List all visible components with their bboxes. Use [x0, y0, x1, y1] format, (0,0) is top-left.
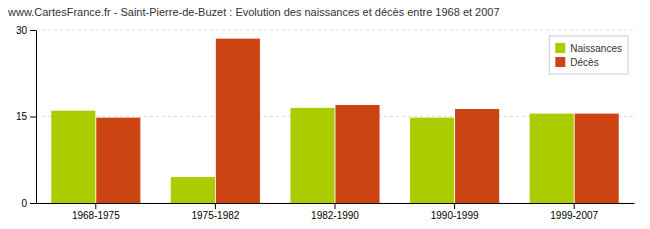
legend: Naissances Décès	[549, 36, 628, 74]
x-tick-label: 1968-1975	[72, 210, 120, 221]
y-tick-mark	[30, 30, 36, 31]
plot: 1968-1975 1975-1982 1982-1990 1990-1999 1999…	[16, 25, 635, 221]
y-tick: 15	[16, 111, 36, 122]
y-tick-label: 15	[16, 111, 28, 122]
y-tick-mark	[30, 117, 36, 118]
bar	[575, 114, 619, 203]
grid-line	[36, 30, 634, 31]
bar	[171, 177, 215, 203]
legend-swatch	[555, 57, 565, 67]
chart: 1968-1975 1975-1982 1982-1990 1990-1999 1999…	[0, 0, 650, 229]
bar	[51, 111, 95, 203]
x-tick-mark	[215, 203, 216, 209]
axis-line	[36, 31, 37, 204]
legend-label: Naissances	[570, 43, 622, 54]
x-tick: 1982-1990	[311, 203, 359, 221]
x-tick-label: 1990-1999	[431, 210, 479, 221]
y-tick: 0	[21, 198, 36, 209]
grid	[36, 30, 634, 203]
bar	[410, 118, 454, 203]
y-tick: 30	[16, 25, 36, 36]
x-tick: 1975-1982	[191, 203, 239, 221]
bar	[216, 39, 260, 203]
bar	[96, 118, 140, 203]
x-tick-mark	[335, 203, 336, 209]
y-axis: 0 15 30	[16, 25, 37, 209]
bar	[530, 114, 574, 203]
bar-series	[96, 39, 618, 203]
title: www.CartesFrance.fr - Saint-Pierre-de-Bu…	[7, 6, 500, 18]
x-tick: 1968-1975	[72, 203, 120, 221]
bars	[51, 39, 618, 203]
x-tick-mark	[95, 203, 96, 209]
y-tick-label: 30	[16, 25, 28, 36]
legend-swatch	[555, 43, 565, 53]
legend-label: Décès	[570, 57, 598, 68]
x-tick-mark	[574, 203, 575, 209]
x-tick-label: 1999-2007	[550, 210, 598, 221]
bar	[290, 108, 334, 203]
x-tick: 1999-2007	[550, 203, 598, 221]
legend-box	[549, 36, 628, 74]
x-tick-label: 1975-1982	[191, 210, 239, 221]
x-tick-mark	[454, 203, 455, 209]
y-tick-mark	[30, 203, 36, 204]
bar	[455, 109, 499, 203]
y-tick-label: 0	[21, 198, 27, 209]
bar	[335, 105, 379, 203]
bar-series	[51, 108, 573, 203]
x-tick-label: 1982-1990	[311, 210, 359, 221]
x-tick: 1990-1999	[431, 203, 479, 221]
x-axis: 1968-1975 1975-1982 1982-1990 1990-1999 1999…	[37, 203, 635, 221]
